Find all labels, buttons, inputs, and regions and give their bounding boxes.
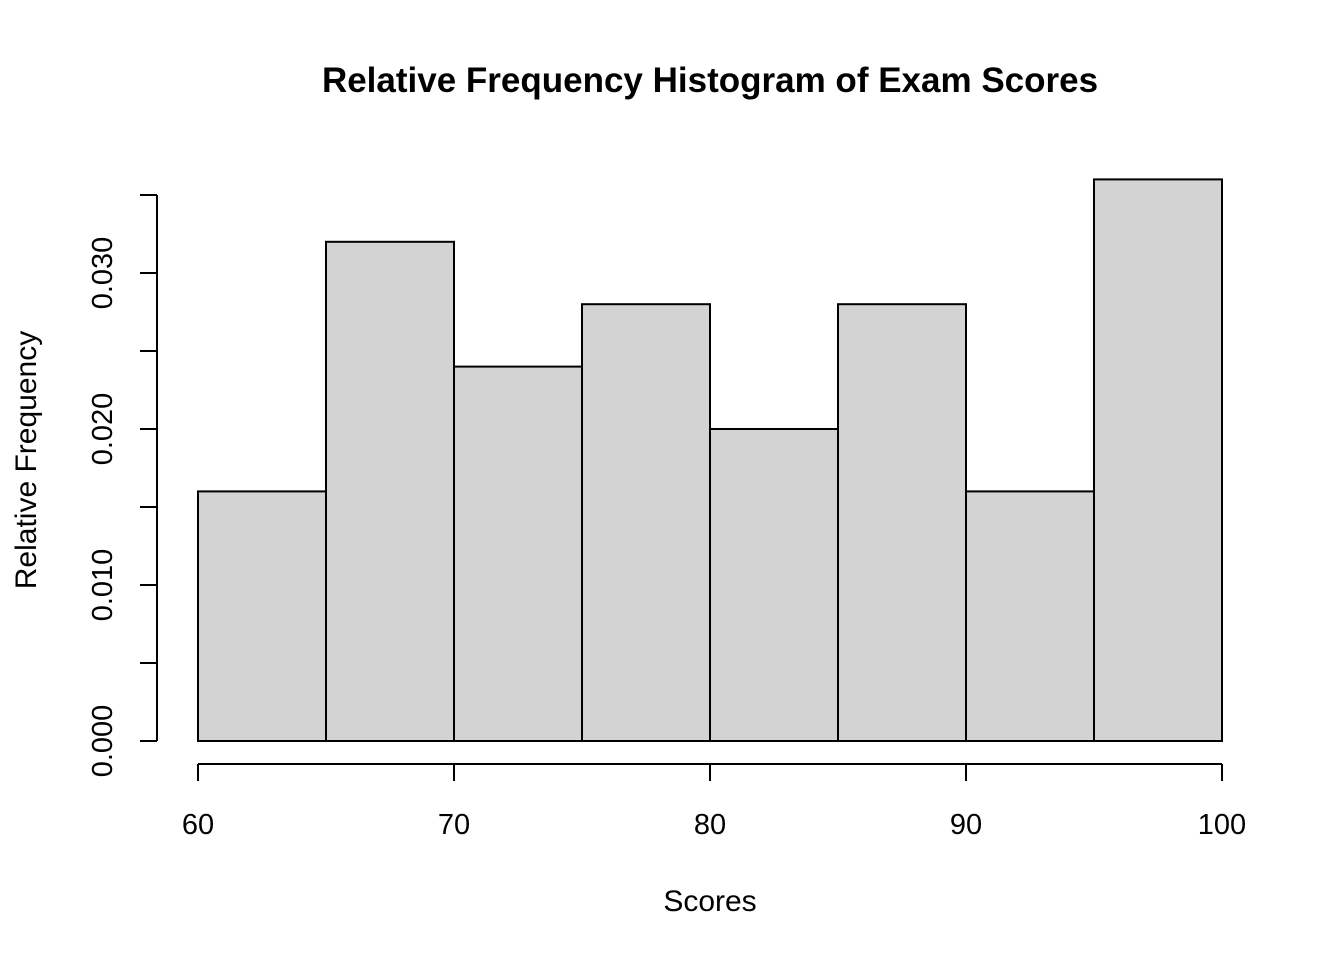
y-axis-label: Relative Frequency — [10, 331, 43, 589]
histogram-bar-75-80 — [581, 303, 711, 742]
x-tick-label: 100 — [1198, 809, 1246, 841]
histogram-bar-95-100 — [1093, 178, 1223, 742]
x-tick-label: 90 — [950, 809, 982, 841]
y-tick-label: 0.010 — [87, 549, 119, 622]
y-tick-label: 0.030 — [87, 237, 119, 310]
chart-title: Relative Frequency Histogram of Exam Sco… — [322, 61, 1098, 100]
x-axis: 60 70 80 90 100 — [182, 763, 1246, 841]
bars-group — [197, 178, 1223, 743]
histogram-bar-65-70 — [325, 240, 455, 743]
x-tick-label: 80 — [694, 809, 726, 841]
x-tick-label: 60 — [182, 809, 214, 841]
histogram-bar-80-85 — [709, 428, 839, 742]
y-axis: 0.000 0.010 0.020 0.030 — [87, 194, 158, 778]
y-tick-label: 0.000 — [87, 705, 119, 778]
x-tick-label: 70 — [438, 809, 470, 841]
histogram-bar-90-95 — [965, 490, 1095, 742]
y-tick-label: 0.020 — [87, 393, 119, 466]
x-axis-label: Scores — [663, 885, 756, 918]
histogram-bar-70-75 — [453, 365, 583, 742]
histogram-bar-85-90 — [837, 303, 967, 742]
histogram-bar-60-65 — [197, 490, 327, 742]
